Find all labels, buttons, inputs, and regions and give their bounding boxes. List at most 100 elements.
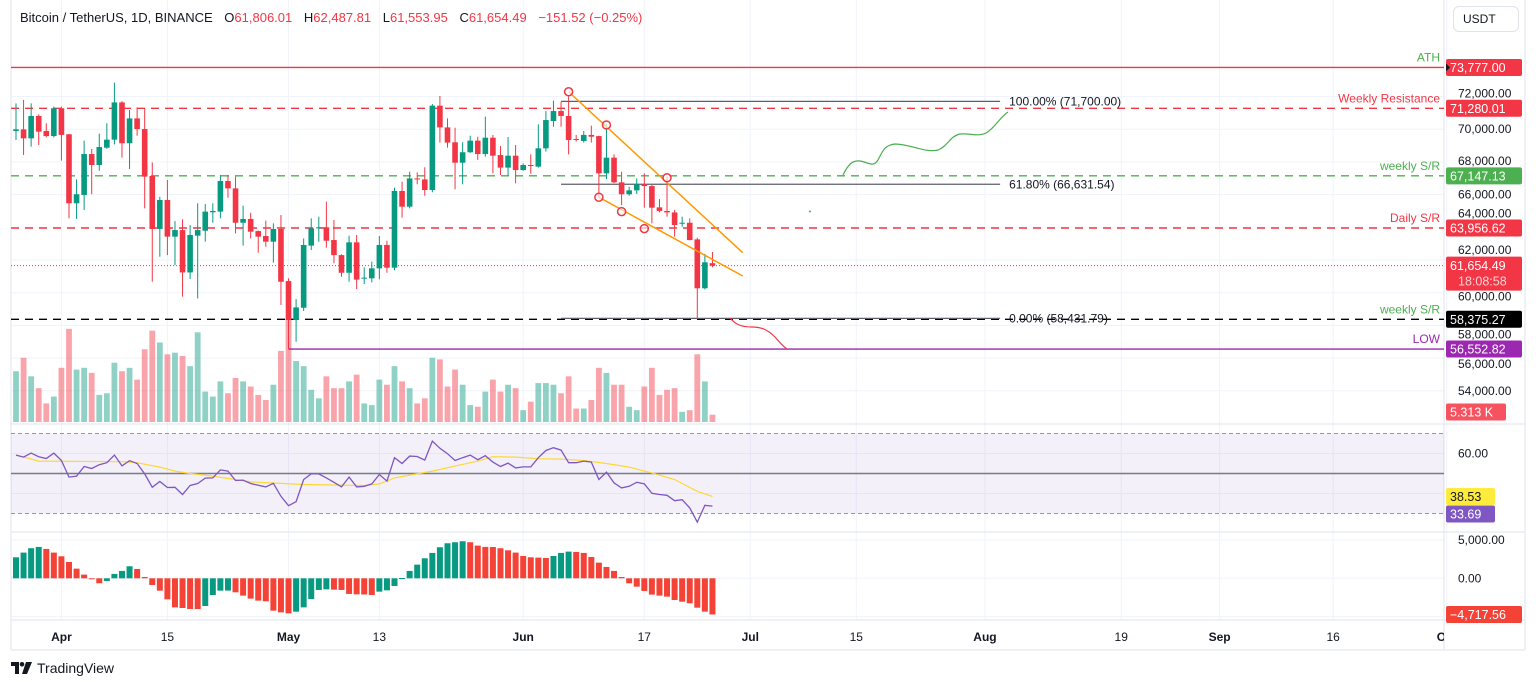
price-label-low: 56,552.82: [1450, 343, 1506, 357]
candle-body: [263, 235, 269, 242]
candle-body: [179, 230, 186, 273]
volume-bar: [217, 381, 224, 422]
volume-bar: [134, 379, 141, 422]
volume-bar: [444, 386, 451, 422]
macd-histogram-bar: [247, 578, 254, 599]
macd-histogram-bar: [308, 578, 315, 600]
trendline-touch-marker[interactable]: [594, 192, 604, 202]
time-tick-label: 15: [850, 630, 864, 644]
macd-histogram-bar: [603, 566, 610, 579]
candle-body: [194, 230, 201, 236]
macd-histogram-bar: [414, 564, 421, 579]
tradingview-branding[interactable]: TradingView: [11, 660, 114, 676]
time-tick-label: 17: [638, 630, 652, 644]
candle-body: [664, 210, 670, 213]
macd-histogram-bar: [232, 578, 239, 593]
price-label-daily-sr-box: [1446, 219, 1522, 237]
volume-bar: [103, 393, 110, 422]
time-tick-label: Jun: [513, 630, 534, 644]
rsi-ma-line: [15, 454, 713, 498]
volume-bar: [588, 399, 595, 422]
candle-body: [399, 191, 405, 207]
macd-histogram-bar: [520, 555, 527, 579]
candle-body: [285, 281, 292, 321]
change-value: −151.52 (−0.25%): [538, 10, 643, 25]
candle-body: [527, 165, 534, 167]
trendlines[interactable]: [563, 87, 744, 277]
level-label-weekly-sr-lower: weekly S/R: [1379, 302, 1440, 316]
macd-histogram-bar: [179, 578, 186, 608]
volume-bar: [573, 408, 580, 422]
candle-body: [649, 186, 655, 208]
candle-body: [331, 240, 337, 256]
price-tick-label: 60,000.00: [1458, 290, 1512, 304]
time-tick-label: Jul: [742, 630, 759, 644]
volume-bar: [225, 393, 231, 422]
time-axis[interactable]: Apr 15 May 13 Jun 17 Jul 15 Aug 19 Sep 16 Oct: [51, 630, 1457, 644]
volume-bar: [414, 403, 421, 422]
candle-body: [573, 139, 579, 141]
macd-histogram-bar: [118, 570, 125, 579]
macd-histogram-bar: [429, 552, 436, 579]
price-tick-label: 54,000.00: [1458, 384, 1512, 398]
candle-body: [467, 140, 473, 153]
candle-body: [414, 178, 421, 180]
macd-histogram-bar: [194, 578, 201, 610]
trendline-upper[interactable]: [568, 91, 744, 254]
trendline-touch-marker[interactable]: [601, 120, 612, 130]
volume-bar: [308, 389, 315, 422]
macd-histogram-bar: [588, 556, 595, 579]
symbol-title[interactable]: Bitcoin / TetherUS, 1D, BINANCE: [20, 10, 213, 25]
volume-bar: [81, 367, 88, 422]
candle-body: [58, 108, 65, 135]
price-label-weekly-sr-upper: 67,147.13: [1450, 169, 1506, 183]
volume-bar: [164, 354, 171, 422]
candle-body: [149, 175, 156, 229]
candle-body: [709, 263, 716, 266]
macd-histogram-bar: [361, 578, 368, 595]
volume-bar: [300, 366, 307, 422]
candle-body: [111, 102, 118, 140]
bullish-projection-path: [842, 111, 1009, 176]
fibonacci-retracement[interactable]: 100.00% (71,700.00) 61.80% (66,631.54) 0.0…: [561, 94, 1121, 325]
candle-body: [81, 154, 87, 195]
volume-bar: [13, 371, 19, 422]
candle-body: [247, 218, 254, 232]
currency-button[interactable]: USDT: [1453, 6, 1519, 32]
candle-body: [618, 182, 625, 195]
rsi-ma-label-box: [1446, 487, 1495, 505]
candle-body: [512, 155, 519, 171]
volume-bar: [315, 398, 322, 422]
candle-body: [641, 184, 648, 187]
fib-level-label: 100.00% (71,700.00): [1009, 94, 1121, 108]
high-label: H: [303, 10, 314, 25]
price-axis[interactable]: 72,000.00 70,000.00 68,000.00 66,000.00 64,0…: [1458, 87, 1512, 586]
volume-bar: [353, 374, 360, 422]
chart-frame: [10, 0, 1526, 651]
axis-price-labels: 73,777.00 71,280.01 67,147.13 63,956.62 58,3…: [1446, 58, 1522, 623]
candle-body: [694, 239, 701, 289]
macd-histogram-bar: [595, 562, 602, 579]
candle-body: [316, 227, 322, 229]
trendline-touch-marker[interactable]: [639, 223, 650, 234]
trendline-touch-marker[interactable]: [616, 206, 627, 217]
candle-body: [240, 218, 246, 223]
macd-histogram-bar: [81, 574, 88, 579]
macd-histogram-bar: [300, 578, 307, 608]
price-label-daily-sr: 63,956.62: [1450, 222, 1506, 236]
price-tick-label: 66,000.00: [1458, 188, 1512, 202]
volume-bar: [505, 384, 511, 422]
candle-body: [459, 152, 466, 163]
trendline-touch-marker[interactable]: [563, 87, 574, 97]
macd-histogram-bar: [262, 578, 269, 602]
price-tick-label: 56,000.00: [1458, 357, 1512, 371]
volume-bar: [43, 403, 50, 422]
volume-bar: [384, 384, 390, 422]
candle-body: [633, 184, 640, 191]
price-tick-label: 68,000.00: [1458, 154, 1512, 168]
macd-histogram-bar: [368, 578, 375, 596]
candle-body: [368, 268, 375, 279]
trendline-touch-marker[interactable]: [662, 173, 672, 183]
rsi-line: [15, 439, 713, 524]
